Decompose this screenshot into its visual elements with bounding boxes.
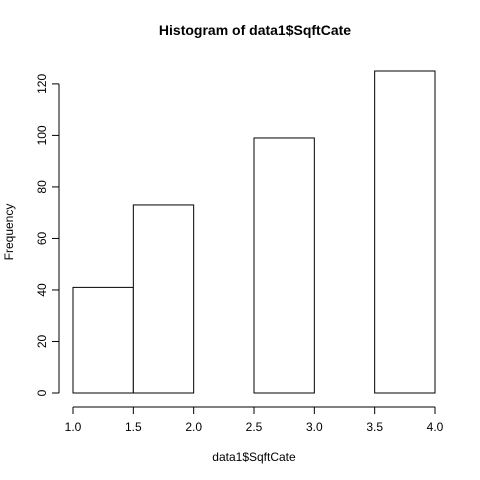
x-tick-label: 3.0 — [306, 420, 323, 434]
x-tick-label: 1.5 — [125, 420, 142, 434]
y-tick-label: 60 — [35, 231, 49, 245]
histogram-bar-3 — [253, 137, 315, 394]
y-tick-label: 120 — [35, 74, 49, 94]
x-tick-label: 1.0 — [65, 420, 82, 434]
bars-group — [72, 70, 436, 394]
x-tick-label: 4.0 — [427, 420, 444, 434]
y-tick-label: 40 — [35, 283, 49, 297]
x-axis-label: data1$SqftCate — [212, 450, 296, 464]
chart-title: Histogram of data1$SqftCate — [159, 22, 351, 38]
y-tick-label: 20 — [35, 334, 49, 348]
histogram-bar-0 — [72, 286, 134, 394]
y-tick-label: 0 — [35, 389, 49, 396]
x-axis: 1.0 1.5 2.0 2.5 3.0 3.5 4.0 — [65, 406, 444, 434]
y-axis: 0 20 40 60 80 100 120 — [35, 74, 60, 396]
histogram-bar-1 — [132, 204, 195, 394]
x-tick-label: 2.0 — [185, 420, 202, 434]
y-tick-label: 80 — [35, 180, 49, 194]
histogram-bar-5 — [374, 70, 436, 394]
y-tick-label: 100 — [35, 125, 49, 145]
x-tick-label: 2.5 — [246, 420, 263, 434]
y-axis-label: Frequency — [2, 204, 16, 261]
x-tick-label: 3.5 — [366, 420, 383, 434]
